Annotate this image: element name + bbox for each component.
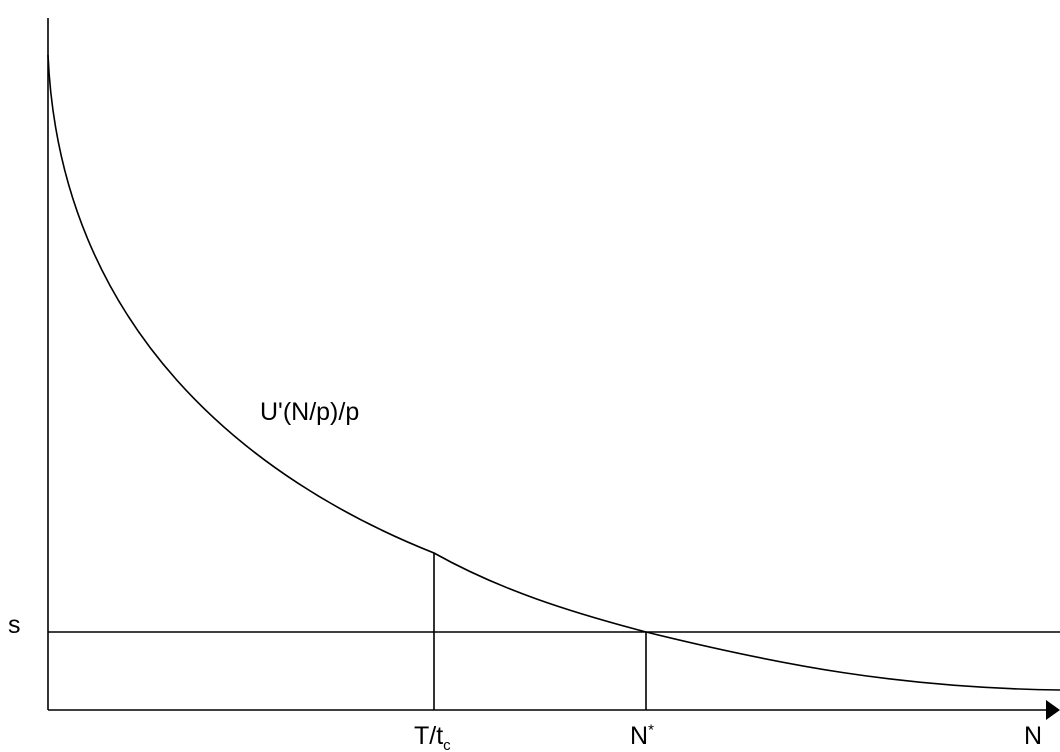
utility-curve (47, 54, 1060, 691)
x-axis-label: N (1024, 722, 1043, 750)
curve-label: U'(N/p)/p (260, 398, 360, 426)
x-axis-arrow (1046, 700, 1060, 720)
s-label: s (8, 611, 21, 639)
t-over-tc-label: T/tc (414, 722, 451, 752)
n-star-label: N* (630, 721, 654, 750)
